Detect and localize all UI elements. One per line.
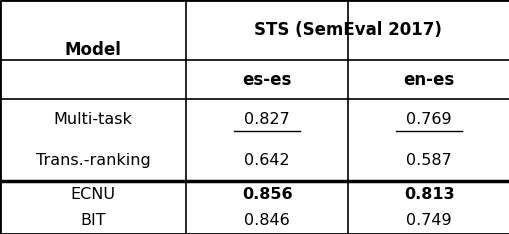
Text: BIT: BIT <box>80 213 106 228</box>
Text: en-es: en-es <box>403 71 454 88</box>
Text: 0.846: 0.846 <box>244 213 290 228</box>
Text: STS (SemEval 2017): STS (SemEval 2017) <box>253 21 441 39</box>
Text: Model: Model <box>65 41 121 59</box>
Text: ECNU: ECNU <box>70 187 116 202</box>
Text: es-es: es-es <box>242 71 291 88</box>
Text: 0.749: 0.749 <box>406 213 451 228</box>
Text: 0.856: 0.856 <box>241 187 292 202</box>
Text: 0.642: 0.642 <box>244 153 290 168</box>
Text: Multi-task: Multi-task <box>53 112 132 128</box>
Text: 0.769: 0.769 <box>406 112 451 128</box>
Text: Trans.-ranking: Trans.-ranking <box>36 153 150 168</box>
Text: 0.827: 0.827 <box>244 112 290 128</box>
Text: 0.587: 0.587 <box>406 153 451 168</box>
Text: 0.813: 0.813 <box>403 187 454 202</box>
